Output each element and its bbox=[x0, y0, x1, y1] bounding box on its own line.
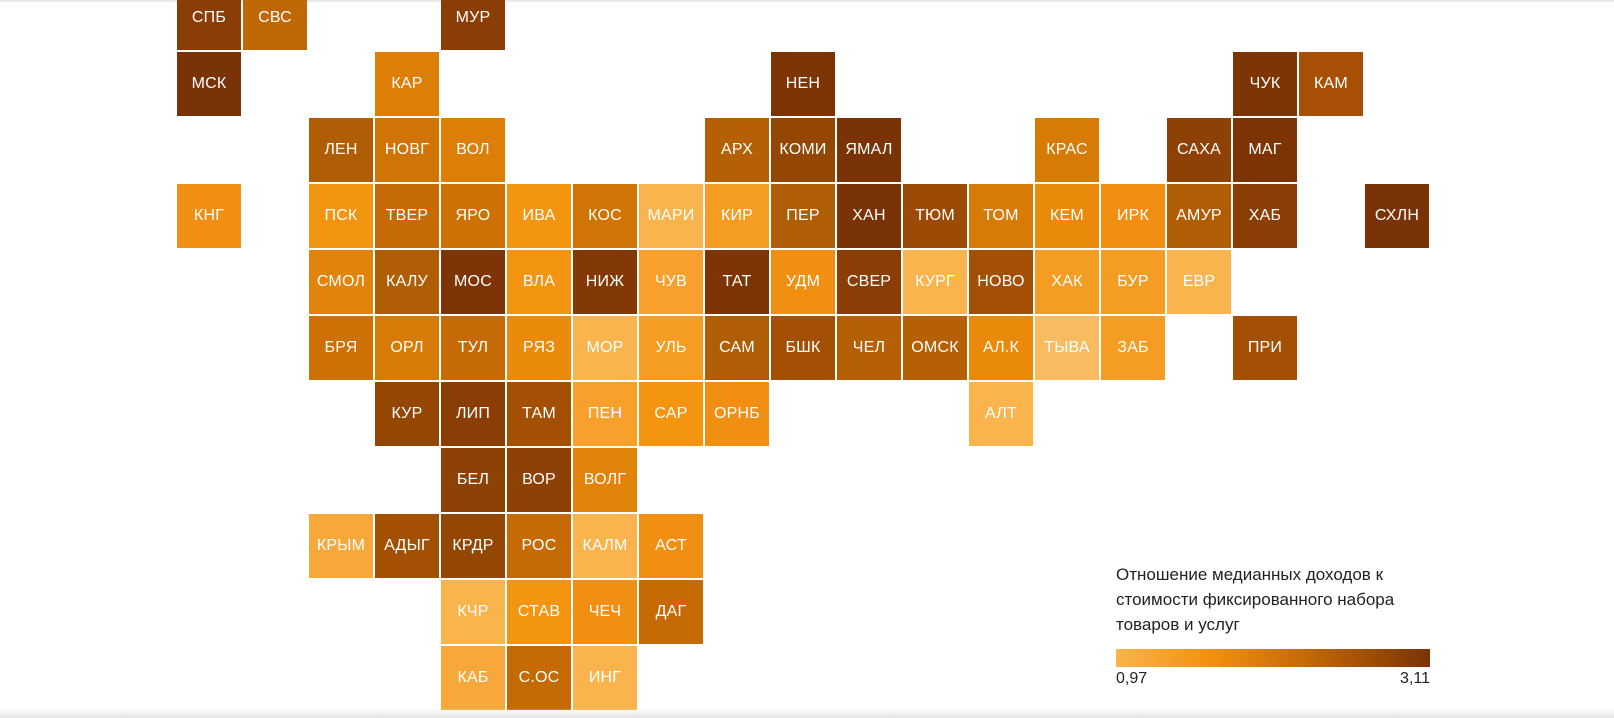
region-tile[interactable]: ЧУК bbox=[1233, 52, 1297, 116]
region-tile[interactable]: САМ bbox=[705, 316, 769, 380]
region-tile[interactable]: ПРИ bbox=[1233, 316, 1297, 380]
legend-max-label: 3,11 bbox=[1400, 670, 1430, 687]
region-tile[interactable]: КРДР bbox=[441, 514, 505, 578]
region-tile[interactable]: ЧЕЧ bbox=[573, 580, 637, 644]
region-tile[interactable]: ЗАБ bbox=[1101, 316, 1165, 380]
region-tile[interactable]: ПСК bbox=[309, 184, 373, 248]
region-tile[interactable]: МАГ bbox=[1233, 118, 1297, 182]
region-tile[interactable]: СХЛН bbox=[1365, 184, 1429, 248]
region-tile[interactable]: АДЫГ bbox=[375, 514, 439, 578]
region-tile[interactable]: ПЕР bbox=[771, 184, 835, 248]
region-tile[interactable]: МСК bbox=[177, 52, 241, 116]
region-tile[interactable]: КРАС bbox=[1035, 118, 1099, 182]
region-tile[interactable]: ВОЛ bbox=[441, 118, 505, 182]
region-tile[interactable]: НЕН bbox=[771, 52, 835, 116]
region-tile[interactable]: КАР bbox=[375, 52, 439, 116]
region-tile[interactable]: СПБ bbox=[177, 0, 241, 50]
region-tile[interactable]: КАЛУ bbox=[375, 250, 439, 314]
region-tile[interactable]: ХАБ bbox=[1233, 184, 1297, 248]
region-tile[interactable]: КОС bbox=[573, 184, 637, 248]
region-tile[interactable]: КАМ bbox=[1299, 52, 1363, 116]
top-border bbox=[0, 0, 1614, 2]
region-tile[interactable]: АЛТ bbox=[969, 382, 1033, 446]
region-tile[interactable]: ТЫВА bbox=[1035, 316, 1099, 380]
region-tile[interactable]: ТАТ bbox=[705, 250, 769, 314]
legend-gradient-bar bbox=[1116, 649, 1430, 667]
region-tile[interactable]: МУР bbox=[441, 0, 505, 50]
region-tile[interactable]: ИНГ bbox=[573, 646, 637, 710]
region-tile[interactable]: ВОЛГ bbox=[573, 448, 637, 512]
region-tile[interactable]: КЧР bbox=[441, 580, 505, 644]
region-tile[interactable]: КНГ bbox=[177, 184, 241, 248]
region-tile[interactable]: ЕВР bbox=[1167, 250, 1231, 314]
region-tile[interactable]: УДМ bbox=[771, 250, 835, 314]
region-tile[interactable]: АЛ.К bbox=[969, 316, 1033, 380]
region-tile[interactable]: БЕЛ bbox=[441, 448, 505, 512]
region-tile[interactable]: СМОЛ bbox=[309, 250, 373, 314]
region-tile[interactable]: ЛЕН bbox=[309, 118, 373, 182]
region-tile[interactable]: БУР bbox=[1101, 250, 1165, 314]
region-tile[interactable]: ТВЕР bbox=[375, 184, 439, 248]
region-tile[interactable]: УЛЬ bbox=[639, 316, 703, 380]
region-tile[interactable]: КАБ bbox=[441, 646, 505, 710]
region-tile[interactable]: МАРИ bbox=[639, 184, 703, 248]
region-tile[interactable]: ТОМ bbox=[969, 184, 1033, 248]
region-tile[interactable]: ОМСК bbox=[903, 316, 967, 380]
region-tile[interactable]: БШК bbox=[771, 316, 835, 380]
legend-labels: 0,97 3,11 bbox=[1116, 670, 1430, 692]
region-tile[interactable]: ХАК bbox=[1035, 250, 1099, 314]
region-tile[interactable]: АРХ bbox=[705, 118, 769, 182]
region-tile[interactable]: СВС bbox=[243, 0, 307, 50]
region-tile[interactable]: ВЛА bbox=[507, 250, 571, 314]
region-tile[interactable]: ТЮМ bbox=[903, 184, 967, 248]
region-tile[interactable]: СТАВ bbox=[507, 580, 571, 644]
region-tile[interactable]: ЯМАЛ bbox=[837, 118, 901, 182]
region-tile[interactable]: КУРГ bbox=[903, 250, 967, 314]
region-tile[interactable]: ЛИП bbox=[441, 382, 505, 446]
region-tile[interactable]: ТУЛ bbox=[441, 316, 505, 380]
region-tile[interactable]: НОВГ bbox=[375, 118, 439, 182]
region-tile[interactable]: КИР bbox=[705, 184, 769, 248]
region-tile[interactable]: ПЕН bbox=[573, 382, 637, 446]
region-tile[interactable]: САХА bbox=[1167, 118, 1231, 182]
region-tile[interactable]: ХАН bbox=[837, 184, 901, 248]
legend-title: Отношение медианных доходов к стоимости … bbox=[1116, 565, 1395, 634]
region-tile[interactable]: КЕМ bbox=[1035, 184, 1099, 248]
region-tile[interactable]: С.ОС bbox=[507, 646, 571, 710]
region-tile[interactable]: ОРЛ bbox=[375, 316, 439, 380]
region-tile[interactable]: АСТ bbox=[639, 514, 703, 578]
region-tile[interactable]: ЯРО bbox=[441, 184, 505, 248]
region-tile[interactable]: ВОР bbox=[507, 448, 571, 512]
region-tile[interactable]: ОРНБ bbox=[705, 382, 769, 446]
region-tile[interactable]: ЧУВ bbox=[639, 250, 703, 314]
region-tile[interactable]: САР bbox=[639, 382, 703, 446]
region-tile[interactable]: АМУР bbox=[1167, 184, 1231, 248]
region-tile[interactable]: КАЛМ bbox=[573, 514, 637, 578]
region-tile[interactable]: КУР bbox=[375, 382, 439, 446]
region-tile[interactable]: МОС bbox=[441, 250, 505, 314]
region-tile[interactable]: БРЯ bbox=[309, 316, 373, 380]
region-tile[interactable]: МОР bbox=[573, 316, 637, 380]
region-tile[interactable]: ИВА bbox=[507, 184, 571, 248]
bottom-edge bbox=[0, 708, 1614, 718]
region-tile[interactable]: РОС bbox=[507, 514, 571, 578]
region-tile[interactable]: РЯЗ bbox=[507, 316, 571, 380]
region-tile[interactable]: СВЕР bbox=[837, 250, 901, 314]
region-tile[interactable]: КРЫМ bbox=[309, 514, 373, 578]
region-tile[interactable]: ДАГ bbox=[639, 580, 703, 644]
region-tile[interactable]: ТАМ bbox=[507, 382, 571, 446]
region-tile[interactable]: КОМИ bbox=[771, 118, 835, 182]
region-tile[interactable]: ИРК bbox=[1101, 184, 1165, 248]
legend-min-label: 0,97 bbox=[1116, 670, 1148, 687]
region-tile[interactable]: ЧЕЛ bbox=[837, 316, 901, 380]
color-legend: Отношение медианных доходов к стоимости … bbox=[1116, 562, 1430, 692]
region-tile[interactable]: НИЖ bbox=[573, 250, 637, 314]
region-tile[interactable]: НОВО bbox=[969, 250, 1033, 314]
